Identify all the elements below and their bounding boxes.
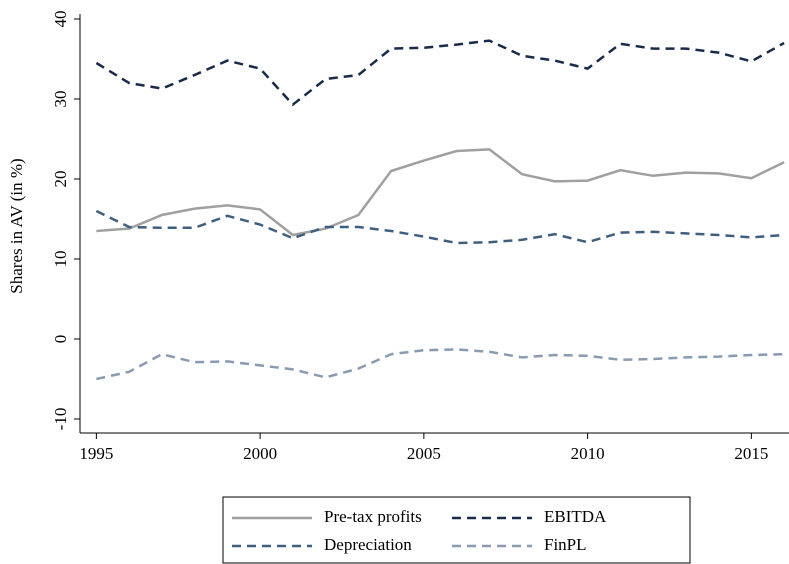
y-tick-label: -10	[51, 408, 70, 431]
y-tick-label: 30	[51, 91, 70, 108]
y-axis-label: Shares in AV (in %)	[7, 158, 26, 293]
line-series	[96, 148, 785, 237]
y-tick-label: 0	[51, 335, 70, 344]
line-series	[95, 209, 785, 245]
legend-label: EBITDA	[544, 507, 607, 526]
legend-box	[222, 496, 691, 564]
legend-label: FinPL	[544, 535, 587, 554]
y-tick-label: 20	[51, 171, 70, 188]
line-series	[95, 39, 785, 107]
x-tick-label: 2015	[734, 444, 768, 463]
x-tick-label: 2000	[243, 444, 277, 463]
x-tick-label: 2005	[407, 444, 441, 463]
legend-label: Pre-tax profits	[324, 507, 422, 526]
x-tick-label: 1995	[79, 444, 113, 463]
y-tick-label: 40	[51, 11, 70, 28]
line-series	[96, 348, 785, 381]
x-tick-label: 2010	[571, 444, 605, 463]
y-tick-label: 10	[51, 251, 70, 268]
legend-label: Depreciation	[324, 535, 412, 554]
